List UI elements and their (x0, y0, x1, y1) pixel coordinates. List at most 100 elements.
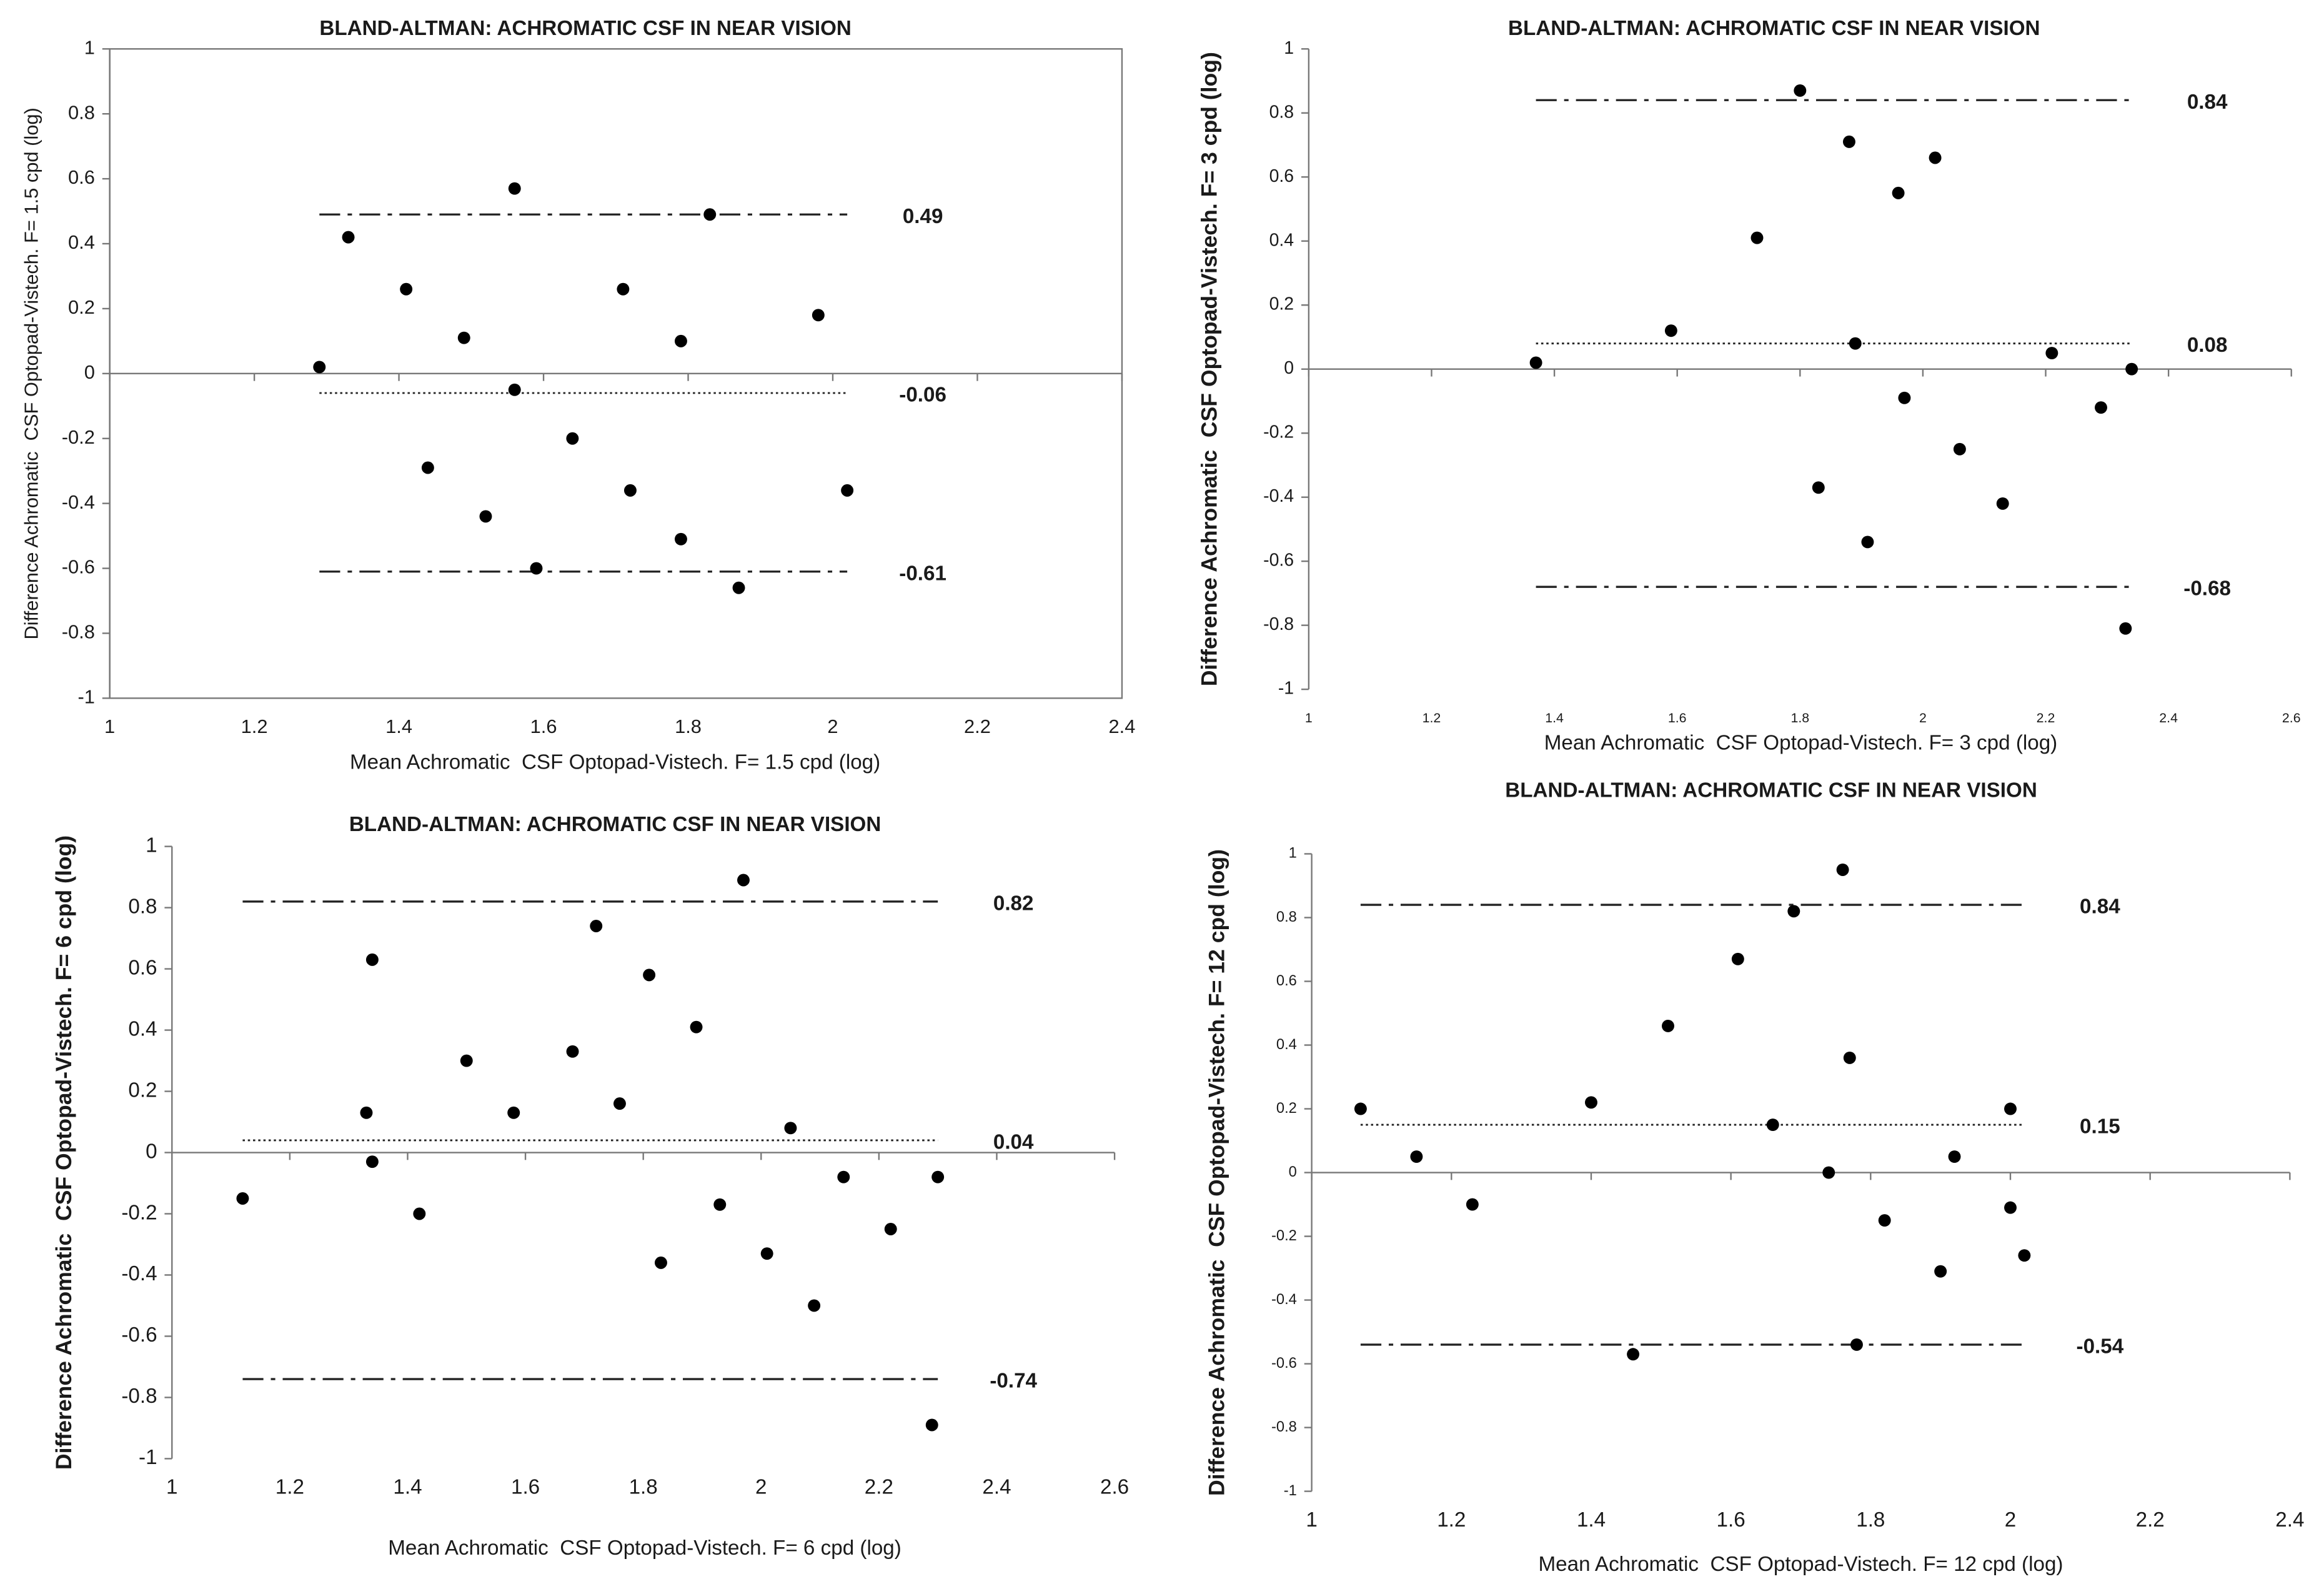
x-tick-label: 2 (2005, 1508, 2016, 1532)
data-point (413, 1207, 426, 1220)
y-tick-label: -1 (1284, 1483, 1297, 1499)
data-point (1585, 1096, 1597, 1109)
y-tick-label: 0 (1284, 358, 1294, 378)
data-point (508, 182, 521, 195)
data-point (643, 969, 656, 982)
x-tick-label: 1.6 (530, 715, 557, 737)
data-point (530, 562, 543, 575)
data-point (1861, 535, 1874, 549)
x-tick-label: 2.2 (865, 1476, 893, 1499)
y-tick-label: 0.4 (128, 1017, 157, 1040)
x-axis-label: Mean Achromatic CSF Optopad-Vistech. F= … (388, 1537, 901, 1560)
reference-label: -0.61 (899, 562, 946, 585)
data-point (841, 484, 854, 497)
data-point (460, 1054, 473, 1067)
y-tick-label: -0.2 (62, 426, 95, 448)
y-tick-label: 0.6 (1276, 973, 1297, 989)
data-point (479, 510, 492, 523)
data-point (1627, 1348, 1640, 1361)
data-point (313, 361, 326, 374)
y-tick-label: -0.2 (121, 1201, 157, 1224)
data-point (1836, 864, 1849, 876)
y-tick-label: 0.4 (1269, 230, 1294, 250)
data-point (884, 1223, 897, 1235)
y-tick-label: -0.4 (1271, 1292, 1297, 1308)
data-point (590, 920, 603, 932)
data-point (623, 484, 637, 497)
data-point (1766, 1118, 1779, 1131)
data-point (2004, 1201, 2017, 1214)
data-point (360, 1106, 373, 1119)
data-point (732, 581, 745, 594)
data-point (1529, 356, 1542, 369)
data-point (674, 532, 687, 545)
y-tick-label: 1 (1289, 845, 1297, 862)
data-point (1410, 1150, 1423, 1163)
data-point (925, 1418, 938, 1432)
x-tick-label: 1.4 (385, 715, 412, 737)
y-tick-label: -0.2 (1271, 1228, 1297, 1244)
x-tick-label: 1 (104, 715, 115, 737)
data-point (421, 461, 434, 474)
x-tick-label: 1.4 (1577, 1508, 1606, 1532)
y-tick-label: 0.8 (1276, 909, 1297, 925)
x-tick-label: 1.8 (675, 715, 702, 737)
data-point (2045, 347, 2058, 360)
data-point (1892, 186, 1905, 199)
y-tick-label: 0.6 (1269, 166, 1294, 186)
x-tick-label: 2 (827, 715, 838, 737)
data-point (1664, 324, 1677, 337)
y-tick-label: 0.4 (68, 231, 95, 253)
reference-label: 0.49 (903, 205, 943, 228)
y-tick-label: 1 (146, 834, 157, 857)
x-tick-label: 1.2 (276, 1476, 304, 1499)
data-point (566, 432, 579, 445)
data-point (760, 1247, 773, 1260)
chart-title: BLAND-ALTMAN: ACHROMATIC CSF IN NEAR VIS… (1505, 779, 2037, 802)
x-tick-label: 1.8 (1790, 710, 1809, 725)
y-tick-label: -1 (1278, 679, 1294, 699)
data-point (1842, 135, 1855, 148)
data-point (2125, 362, 2138, 376)
x-axis-label: Mean Achromatic CSF Optopad-Vistech. F= … (350, 751, 880, 774)
data-point (365, 1155, 379, 1168)
x-axis-label: Mean Achromatic CSF Optopad-Vistech. F= … (1544, 732, 2058, 755)
x-tick-label: 2.2 (964, 715, 991, 737)
data-point (1953, 442, 1966, 456)
y-tick-label: 0.2 (1276, 1100, 1297, 1117)
data-point (1662, 1019, 1674, 1032)
data-point (1878, 1214, 1891, 1227)
data-point (507, 1106, 520, 1119)
y-tick-label: -1 (139, 1446, 157, 1469)
x-tick-label: 1 (1305, 710, 1313, 725)
x-tick-label: 1.4 (393, 1476, 422, 1499)
reference-label: 0.04 (993, 1130, 1034, 1153)
x-axis-label: Mean Achromatic CSF Optopad-Vistech. F= … (1538, 1553, 2063, 1576)
y-tick-label: -0.4 (121, 1262, 157, 1285)
y-tick-label: -0.6 (1271, 1355, 1297, 1372)
y-tick-label: -0.2 (1263, 422, 1294, 442)
data-point (713, 1198, 727, 1211)
reference-label: 0.08 (2187, 334, 2228, 357)
data-point (784, 1122, 797, 1135)
x-tick-label: 1.6 (511, 1476, 540, 1499)
y-tick-label: -1 (77, 686, 94, 708)
chart-title: BLAND-ALTMAN: ACHROMATIC CSF IN NEAR VIS… (349, 813, 881, 836)
x-tick-label: 2.2 (2136, 1508, 2165, 1532)
data-point (1843, 1051, 1856, 1064)
chart-title: BLAND-ALTMAN: ACHROMATIC CSF IN NEAR VIS… (1508, 17, 2040, 40)
data-point (236, 1192, 249, 1205)
reference-label: -0.54 (2077, 1335, 2124, 1358)
y-tick-label: 0.8 (68, 101, 95, 123)
data-point (812, 309, 825, 322)
x-tick-label: 2.2 (2037, 710, 2055, 725)
data-point (400, 282, 413, 296)
y-tick-label: 1 (84, 36, 95, 58)
y-axis-label: Difference Achromatic CSF Optopad-Vistec… (51, 835, 76, 1470)
x-tick-label: 2 (1919, 710, 1927, 725)
reference-label: -0.68 (2183, 577, 2231, 600)
y-tick-label: -0.8 (1263, 614, 1294, 634)
x-tick-label: 1.6 (1717, 1508, 1745, 1532)
